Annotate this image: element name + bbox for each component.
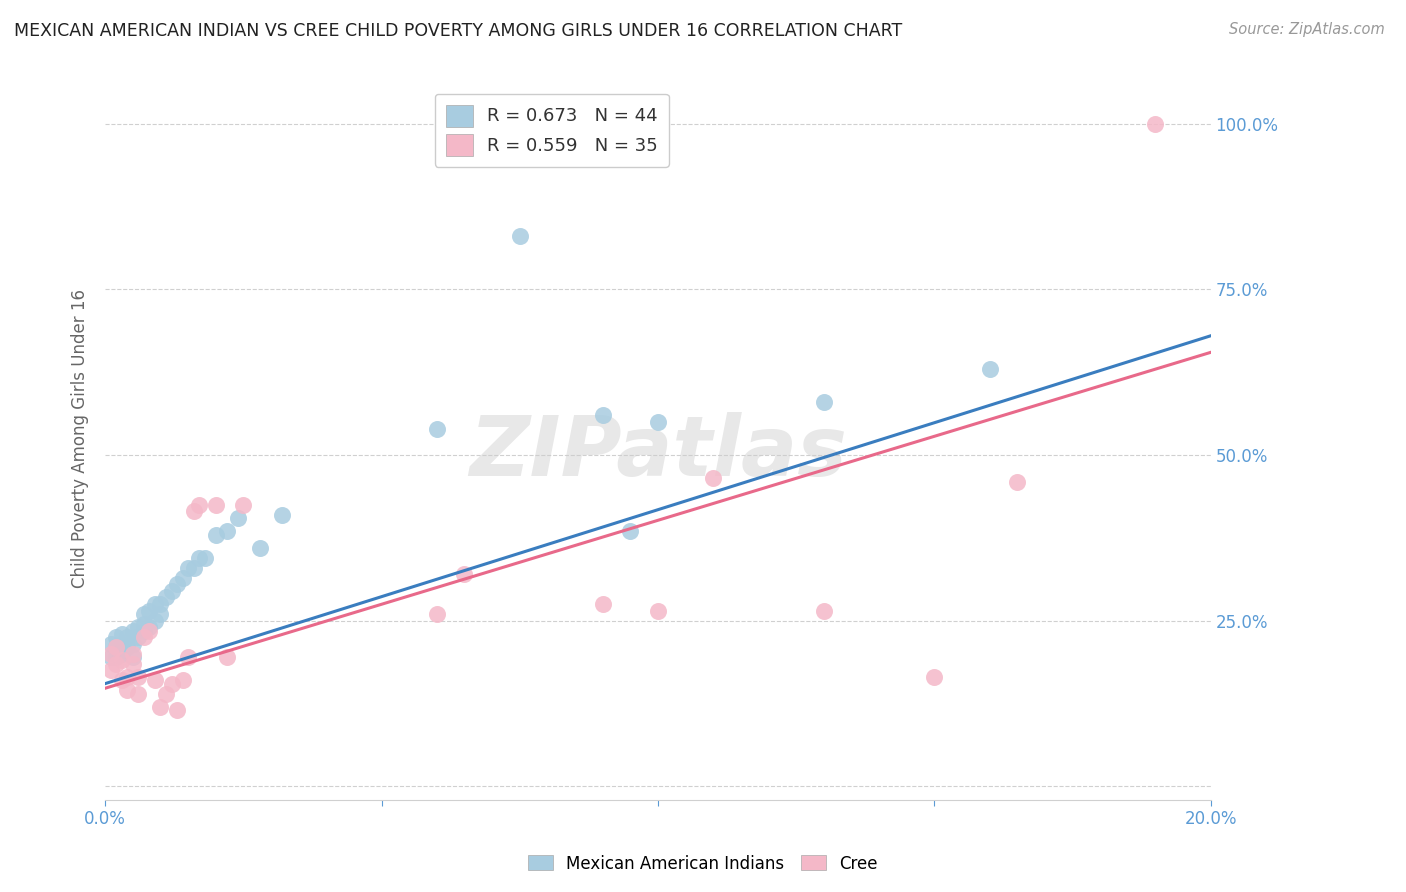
Point — [111, 653, 134, 667]
Point — [143, 614, 166, 628]
Point — [105, 657, 128, 671]
Y-axis label: Child Poverty Among Girls Under 16: Child Poverty Among Girls Under 16 — [72, 289, 89, 588]
Point — [149, 597, 172, 611]
Point — [127, 686, 149, 700]
Point — [1005, 475, 1028, 489]
Point — [149, 699, 172, 714]
Point — [232, 498, 254, 512]
Point — [647, 415, 669, 429]
Legend: Mexican American Indians, Cree: Mexican American Indians, Cree — [522, 848, 884, 880]
Point — [111, 647, 134, 661]
Point — [105, 650, 128, 665]
Point — [121, 650, 143, 665]
Point — [592, 409, 614, 423]
Text: MEXICAN AMERICAN INDIAN VS CREE CHILD POVERTY AMONG GIRLS UNDER 16 CORRELATION C: MEXICAN AMERICAN INDIAN VS CREE CHILD PO… — [14, 22, 903, 40]
Text: ZIPatlas: ZIPatlas — [470, 412, 846, 493]
Point — [215, 524, 238, 539]
Point — [121, 624, 143, 638]
Point — [117, 630, 139, 644]
Point — [132, 630, 155, 644]
Point — [121, 657, 143, 671]
Point — [149, 607, 172, 621]
Point — [111, 627, 134, 641]
Point — [155, 591, 177, 605]
Point — [194, 550, 217, 565]
Point — [138, 620, 160, 634]
Point — [121, 637, 143, 651]
Point — [924, 670, 946, 684]
Point — [702, 471, 724, 485]
Point — [111, 637, 134, 651]
Point — [509, 229, 531, 244]
Text: Source: ZipAtlas.com: Source: ZipAtlas.com — [1229, 22, 1385, 37]
Point — [160, 583, 183, 598]
Point — [132, 624, 155, 638]
Point — [100, 637, 122, 651]
Point — [132, 617, 155, 632]
Point — [121, 647, 143, 661]
Legend: R = 0.673   N = 44, R = 0.559   N = 35: R = 0.673 N = 44, R = 0.559 N = 35 — [434, 94, 669, 167]
Point — [177, 650, 200, 665]
Point — [105, 640, 128, 655]
Point — [100, 647, 122, 661]
Point — [127, 670, 149, 684]
Point — [177, 560, 200, 574]
Point — [166, 703, 188, 717]
Point — [204, 527, 226, 541]
Point — [183, 504, 205, 518]
Point — [172, 673, 194, 688]
Point — [117, 683, 139, 698]
Point — [160, 676, 183, 690]
Point — [619, 524, 641, 539]
Point — [188, 498, 211, 512]
Point — [426, 421, 449, 435]
Point — [813, 395, 835, 409]
Point — [1144, 117, 1167, 131]
Point — [172, 571, 194, 585]
Point — [117, 670, 139, 684]
Point — [813, 604, 835, 618]
Point — [979, 362, 1001, 376]
Point — [105, 630, 128, 644]
Point — [226, 511, 249, 525]
Point — [127, 620, 149, 634]
Point — [188, 550, 211, 565]
Point — [155, 686, 177, 700]
Point — [143, 597, 166, 611]
Point — [127, 630, 149, 644]
Point — [138, 604, 160, 618]
Point — [215, 650, 238, 665]
Point — [592, 597, 614, 611]
Point — [166, 577, 188, 591]
Point — [249, 541, 271, 555]
Point — [204, 498, 226, 512]
Point — [138, 624, 160, 638]
Point — [100, 664, 122, 678]
Point — [117, 640, 139, 655]
Point — [271, 508, 294, 522]
Point — [105, 640, 128, 655]
Point — [100, 650, 122, 665]
Point — [143, 673, 166, 688]
Point — [183, 560, 205, 574]
Point — [647, 604, 669, 618]
Point — [132, 607, 155, 621]
Point — [426, 607, 449, 621]
Point — [111, 673, 134, 688]
Point — [453, 567, 475, 582]
